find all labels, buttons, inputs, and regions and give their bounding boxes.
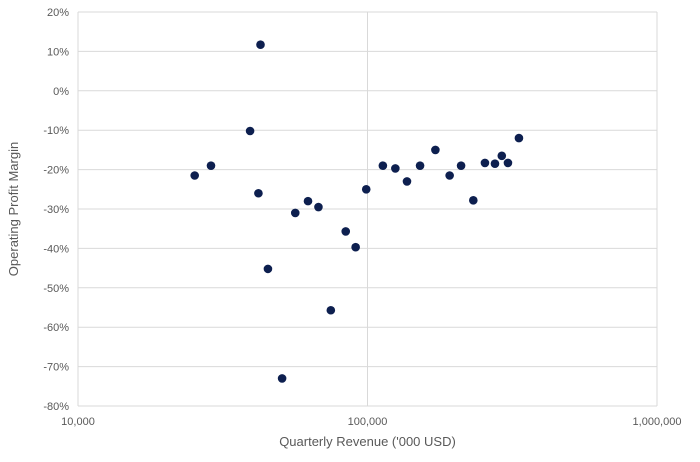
data-point: [431, 145, 440, 155]
y-tick-label: -30%: [43, 204, 69, 216]
data-point: [256, 40, 265, 50]
data-point: [391, 164, 400, 173]
y-axis-title: Operating Profit Margin: [6, 142, 21, 276]
y-tick-label: 20%: [47, 7, 69, 19]
data-point: [469, 196, 478, 205]
data-point: [415, 161, 425, 170]
x-tick-label: 100,000: [348, 416, 388, 428]
data-point: [341, 227, 351, 236]
data-point: [206, 161, 216, 170]
data-point: [445, 171, 454, 180]
y-tick-label: -80%: [43, 401, 69, 413]
y-tick-label: -20%: [43, 165, 69, 177]
y-tick-label: -50%: [43, 283, 69, 295]
y-tick-label: -70%: [43, 362, 69, 374]
data-point: [326, 305, 336, 315]
grid-layer: [77, 11, 658, 407]
y-tick-label: -40%: [43, 243, 69, 255]
data-point: [378, 161, 388, 170]
data-point: [263, 264, 273, 274]
y-tick-label: -60%: [43, 322, 69, 334]
data-point: [456, 161, 466, 170]
y-tick-label: -10%: [43, 125, 69, 137]
data-point: [490, 159, 500, 168]
data-point: [277, 374, 287, 383]
x-tick-label: 1,000,000: [633, 416, 682, 428]
data-point: [402, 177, 412, 186]
data-points: [190, 40, 524, 383]
data-point: [497, 151, 507, 161]
data-point: [480, 158, 490, 168]
data-point: [314, 202, 323, 212]
data-point: [514, 133, 524, 143]
x-tick-label: 10,000: [61, 416, 95, 428]
y-tick-label: 0%: [53, 86, 69, 98]
data-point: [190, 171, 200, 180]
data-point: [503, 158, 513, 168]
data-point: [254, 188, 263, 198]
data-point: [361, 185, 371, 194]
data-point: [290, 208, 300, 218]
y-tick-label: 10%: [47, 46, 69, 58]
tick-labels: 20% 10% 0% -10% -20% -30% -40% -50% -60% -70% -80%…: [43, 7, 681, 428]
data-point: [303, 196, 313, 206]
data-point: [245, 126, 255, 136]
x-axis-title: Quarterly Revenue ('000 USD): [279, 434, 456, 449]
data-point: [351, 242, 360, 252]
